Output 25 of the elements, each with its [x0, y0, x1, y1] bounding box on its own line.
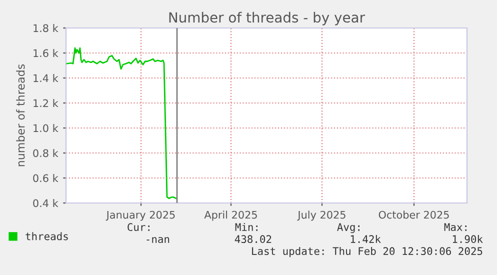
x-tick-label: October 2025	[378, 210, 449, 219]
text: 1.90k	[452, 234, 483, 244]
y-tick-label: 0.4 k	[33, 199, 58, 208]
text: -nan	[146, 237, 170, 244]
y-tick-label: 0.6 k	[33, 174, 58, 182]
legend-label: threads	[26, 232, 68, 240]
text: Avg:	[337, 223, 360, 234]
y-axis-title: number of threads	[16, 64, 25, 166]
text: 438.02	[234, 235, 272, 244]
y-tick-label: 0.8 k	[33, 149, 58, 158]
y-tick-label: 1.4 k	[34, 74, 58, 82]
text: Last update: Thu Feb 20 12:30:06 2025	[252, 246, 482, 258]
text: Cur:	[128, 223, 150, 232]
y-tick-label: 1.2 k	[34, 99, 58, 107]
y-tick-label: 1.0 k	[34, 124, 58, 132]
line-series	[66, 47, 177, 200]
text: Min:	[235, 222, 258, 231]
y-tick-label: 1.8 k	[34, 24, 58, 32]
text: 1.42k	[350, 234, 381, 243]
y-tick-label: 1.6 k	[34, 49, 58, 58]
x-tick-label: January 2025	[106, 210, 175, 221]
x-tick-label: April 2025	[204, 210, 257, 221]
text: Max:	[444, 223, 466, 232]
chart-title: Number of threads - by year	[169, 12, 366, 26]
x-tick-label: July 2025	[297, 210, 346, 221]
